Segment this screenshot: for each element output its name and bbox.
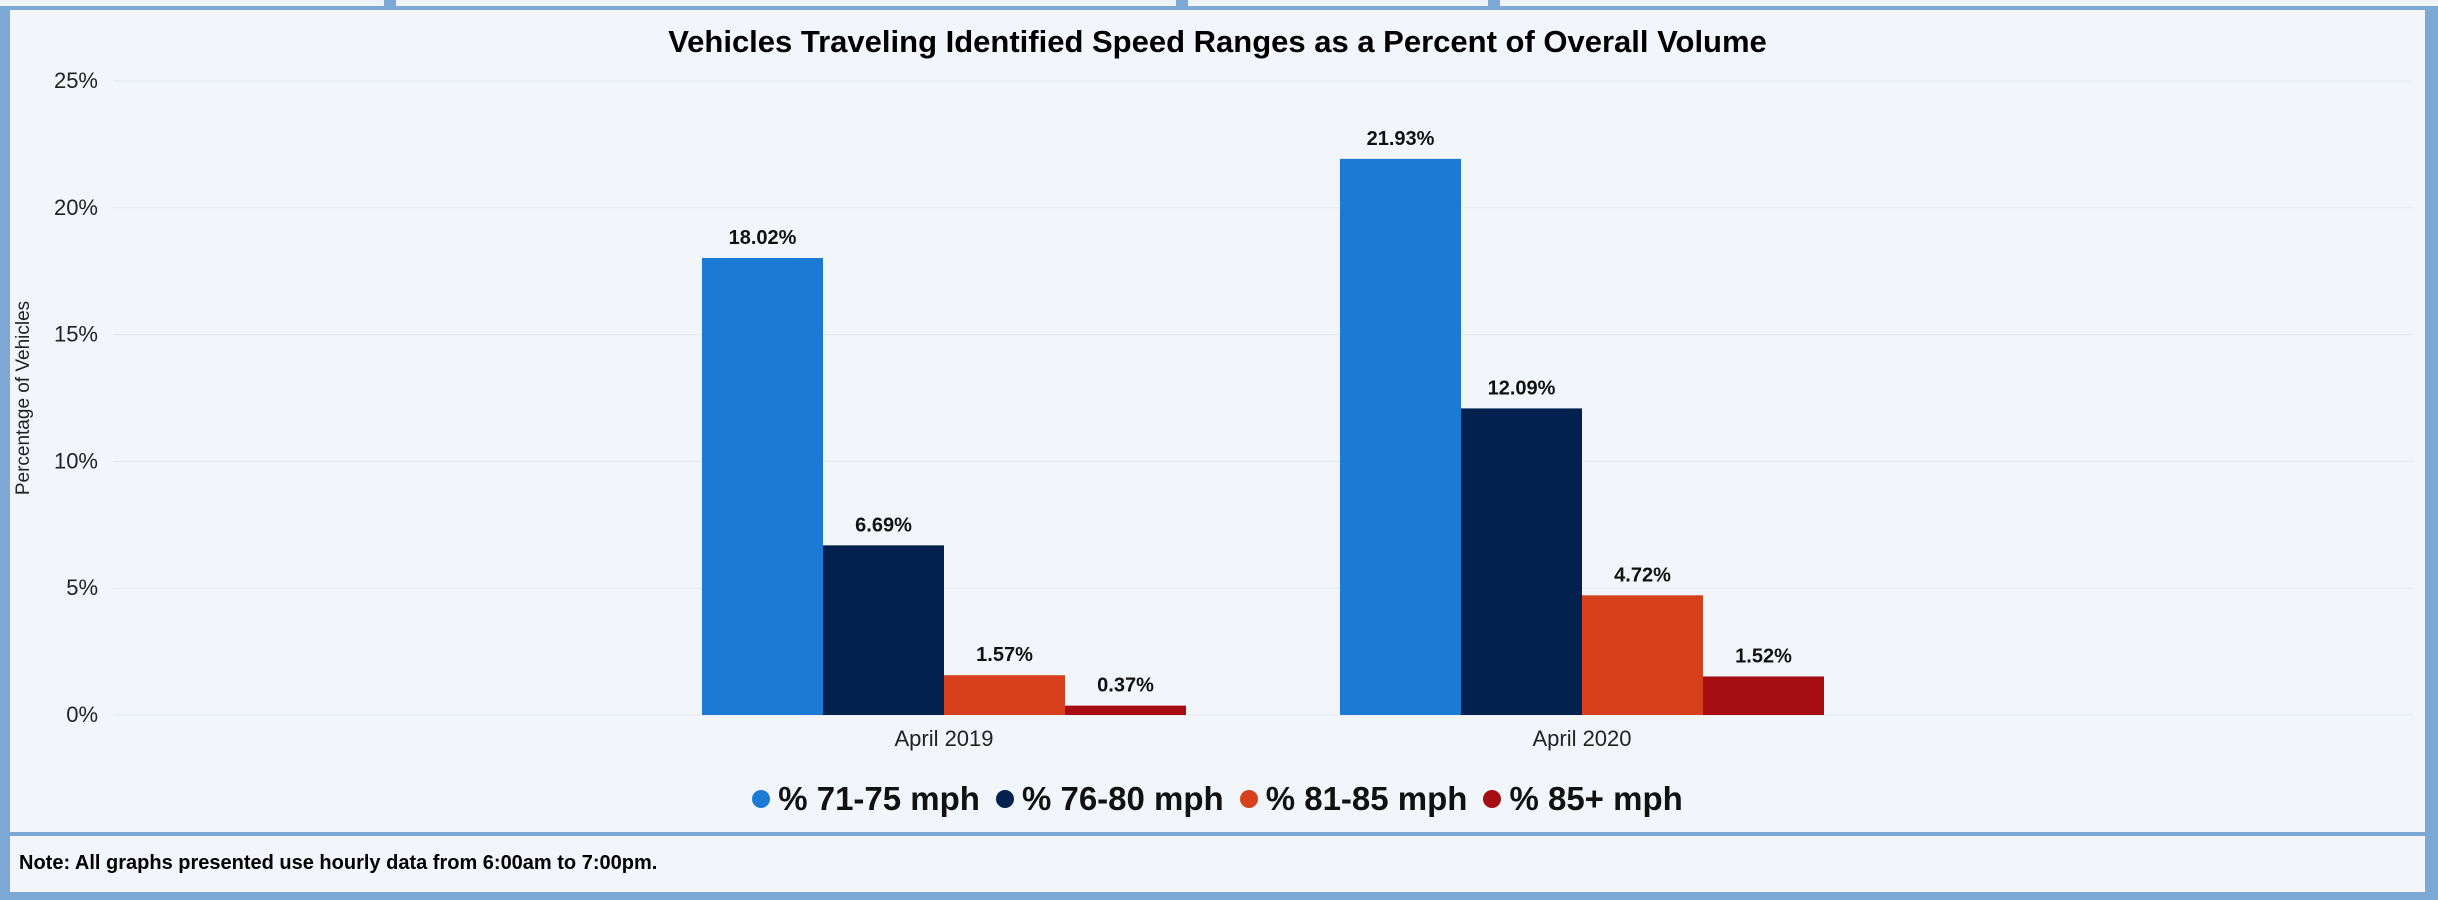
bars	[702, 158, 1824, 715]
bar	[1065, 705, 1186, 715]
y-tick-label: 15%	[54, 322, 98, 347]
data-label: 0.37%	[1097, 675, 1154, 697]
top-tab-strip-2	[396, 0, 1176, 6]
legend-item: % 71-75 mph	[752, 780, 980, 818]
data-label: 1.52%	[1735, 645, 1792, 667]
data-labels: 18.02% 6.69% 1.57% 0.37% 21.93% 12.09% 4.72% 1.…	[729, 128, 1792, 697]
data-label: 21.93%	[1367, 128, 1435, 150]
y-tick-label: 25%	[54, 68, 98, 93]
note-panel: Note: All graphs presented use hourly da…	[10, 836, 2425, 892]
gridlines	[113, 80, 2413, 716]
y-axis-label: Percentage of Vehicles	[13, 301, 34, 495]
chart-title: Vehicles Traveling Identified Speed Rang…	[668, 24, 1767, 59]
x-axis-ticks: April 2019 April 2020	[894, 726, 1631, 751]
y-tick-label: 10%	[54, 448, 98, 473]
y-tick-label: 5%	[66, 575, 98, 600]
x-tick-label: April 2019	[894, 726, 993, 751]
data-label: 6.69%	[855, 514, 912, 536]
data-label: 4.72%	[1614, 564, 1671, 586]
top-tab-strip-1	[0, 0, 384, 6]
data-label: 18.02%	[729, 227, 797, 249]
x-tick-label: April 2020	[1532, 726, 1631, 751]
legend-label: % 71-75 mph	[778, 780, 980, 817]
legend-item: % 76-80 mph	[995, 780, 1224, 818]
legend-swatch	[752, 790, 771, 808]
legend-label: % 76-80 mph	[1021, 780, 1224, 817]
legend-label: % 81-85 mph	[1265, 780, 1468, 817]
top-tab-strip-3	[1188, 0, 1488, 6]
bar	[1703, 676, 1824, 715]
y-tick-label: 20%	[54, 195, 98, 220]
bar	[1582, 595, 1703, 715]
chart-panel: Vehicles Traveling Identified Speed Rang…	[10, 10, 2425, 832]
legend-item: % 85+ mph	[1483, 780, 1683, 818]
bar	[702, 258, 823, 715]
legend-swatch	[1239, 790, 1258, 808]
bar	[1340, 158, 1461, 715]
y-tick-label: 0%	[66, 702, 98, 727]
bar	[944, 675, 1065, 715]
legend-swatch	[995, 790, 1014, 808]
note-text: Note: All graphs presented use hourly da…	[19, 852, 658, 874]
legend-item: % 81-85 mph	[1239, 780, 1468, 818]
bar	[1461, 408, 1582, 715]
top-tab-strip-4	[1500, 0, 2438, 6]
legend-label: % 85+ mph	[1509, 780, 1683, 817]
data-label: 1.57%	[976, 644, 1033, 666]
bar-chart: 0%5%10%15%20%25% Percentage of Vehicles …	[13, 68, 2413, 751]
bar	[823, 545, 944, 715]
data-label: 12.09%	[1488, 377, 1556, 399]
y-axis-ticks: 0% 5% 10% 15% 20% 25%	[54, 68, 98, 727]
legend: % 71-75 mph % 76-80 mph % 81-85 mph % 85+ m…	[10, 780, 2425, 818]
legend-swatch	[1483, 790, 1502, 808]
